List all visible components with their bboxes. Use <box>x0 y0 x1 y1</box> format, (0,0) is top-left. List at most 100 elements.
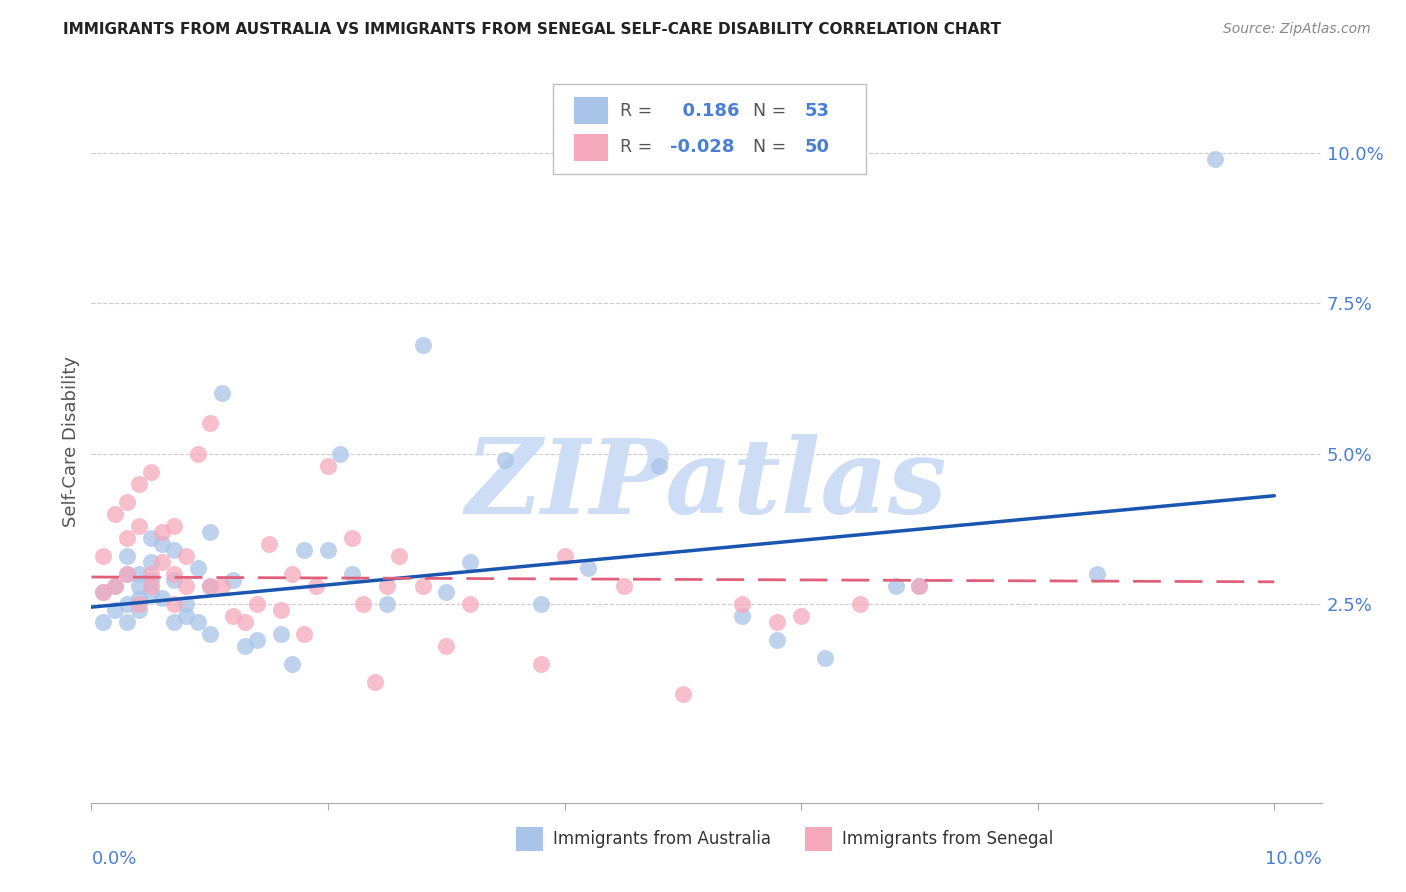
Point <box>128 476 150 491</box>
Point <box>458 597 481 611</box>
Text: 0.186: 0.186 <box>669 102 740 120</box>
Point <box>198 579 221 593</box>
Point <box>1085 567 1108 582</box>
Point <box>150 537 173 551</box>
Point <box>139 531 162 545</box>
Point <box>91 585 114 599</box>
Point <box>375 597 398 611</box>
Point <box>198 579 221 593</box>
Point <box>91 549 114 563</box>
Text: N =: N = <box>754 102 792 120</box>
Point <box>211 386 233 401</box>
Point <box>174 609 197 624</box>
Text: IMMIGRANTS FROM AUSTRALIA VS IMMIGRANTS FROM SENEGAL SELF-CARE DISABILITY CORREL: IMMIGRANTS FROM AUSTRALIA VS IMMIGRANTS … <box>63 22 1001 37</box>
Point <box>150 524 173 539</box>
Point <box>375 579 398 593</box>
Point <box>672 687 695 701</box>
Text: 50: 50 <box>804 138 830 156</box>
Text: Immigrants from Australia: Immigrants from Australia <box>553 830 770 848</box>
Point <box>115 549 138 563</box>
Point <box>340 531 363 545</box>
Point <box>412 579 434 593</box>
Point <box>187 446 209 460</box>
Point <box>139 555 162 569</box>
Point <box>128 597 150 611</box>
Point <box>150 555 173 569</box>
Text: ZIPatlas: ZIPatlas <box>465 434 948 535</box>
Point <box>530 597 553 611</box>
Point <box>270 627 292 641</box>
Point <box>494 452 516 467</box>
Point <box>731 609 754 624</box>
Point <box>316 458 339 473</box>
Point <box>353 597 375 611</box>
Point <box>163 573 186 587</box>
Point <box>104 579 127 593</box>
Point <box>128 591 150 606</box>
Point <box>198 627 221 641</box>
Point <box>187 615 209 630</box>
Point <box>139 585 162 599</box>
Point <box>115 494 138 508</box>
Point <box>139 579 162 593</box>
Point <box>292 627 315 641</box>
Point <box>246 597 269 611</box>
Point <box>908 579 931 593</box>
Point <box>139 573 162 587</box>
Point <box>163 615 186 630</box>
Point <box>576 561 599 575</box>
Text: 10.0%: 10.0% <box>1265 850 1322 868</box>
Point <box>648 458 671 473</box>
Point <box>613 579 636 593</box>
Point <box>115 567 138 582</box>
Point <box>222 573 245 587</box>
Text: Source: ZipAtlas.com: Source: ZipAtlas.com <box>1223 22 1371 37</box>
FancyBboxPatch shape <box>553 84 866 174</box>
Point <box>434 639 457 653</box>
Point <box>198 524 221 539</box>
Point <box>187 561 209 575</box>
Point <box>364 675 387 690</box>
Point <box>91 615 114 630</box>
Point <box>174 549 197 563</box>
Point <box>1204 152 1226 166</box>
Point <box>150 591 173 606</box>
Point <box>305 579 328 593</box>
Point <box>163 567 186 582</box>
Point <box>281 657 304 672</box>
Point <box>281 567 304 582</box>
Point <box>246 633 269 648</box>
Text: 0.0%: 0.0% <box>91 850 136 868</box>
Point <box>766 633 789 648</box>
Point <box>849 597 872 611</box>
Point <box>340 567 363 582</box>
Point <box>163 597 186 611</box>
Y-axis label: Self-Care Disability: Self-Care Disability <box>62 356 80 527</box>
Point <box>388 549 411 563</box>
Point <box>115 567 138 582</box>
Point <box>163 519 186 533</box>
Point <box>458 555 481 569</box>
Point <box>198 417 221 431</box>
Point <box>530 657 553 672</box>
Point <box>329 446 352 460</box>
Point <box>163 542 186 557</box>
Point <box>316 542 339 557</box>
Text: R =: R = <box>620 102 658 120</box>
Text: Immigrants from Senegal: Immigrants from Senegal <box>842 830 1053 848</box>
Point <box>115 531 138 545</box>
Point <box>412 338 434 352</box>
Point <box>128 519 150 533</box>
Point <box>766 615 789 630</box>
Bar <box>574 97 607 124</box>
Text: R =: R = <box>620 138 658 156</box>
Point <box>884 579 907 593</box>
Point <box>115 615 138 630</box>
Point <box>270 603 292 617</box>
Point <box>128 603 150 617</box>
Point <box>814 651 837 665</box>
Point <box>222 609 245 624</box>
Point <box>233 639 256 653</box>
Point <box>104 603 127 617</box>
Point <box>174 597 197 611</box>
